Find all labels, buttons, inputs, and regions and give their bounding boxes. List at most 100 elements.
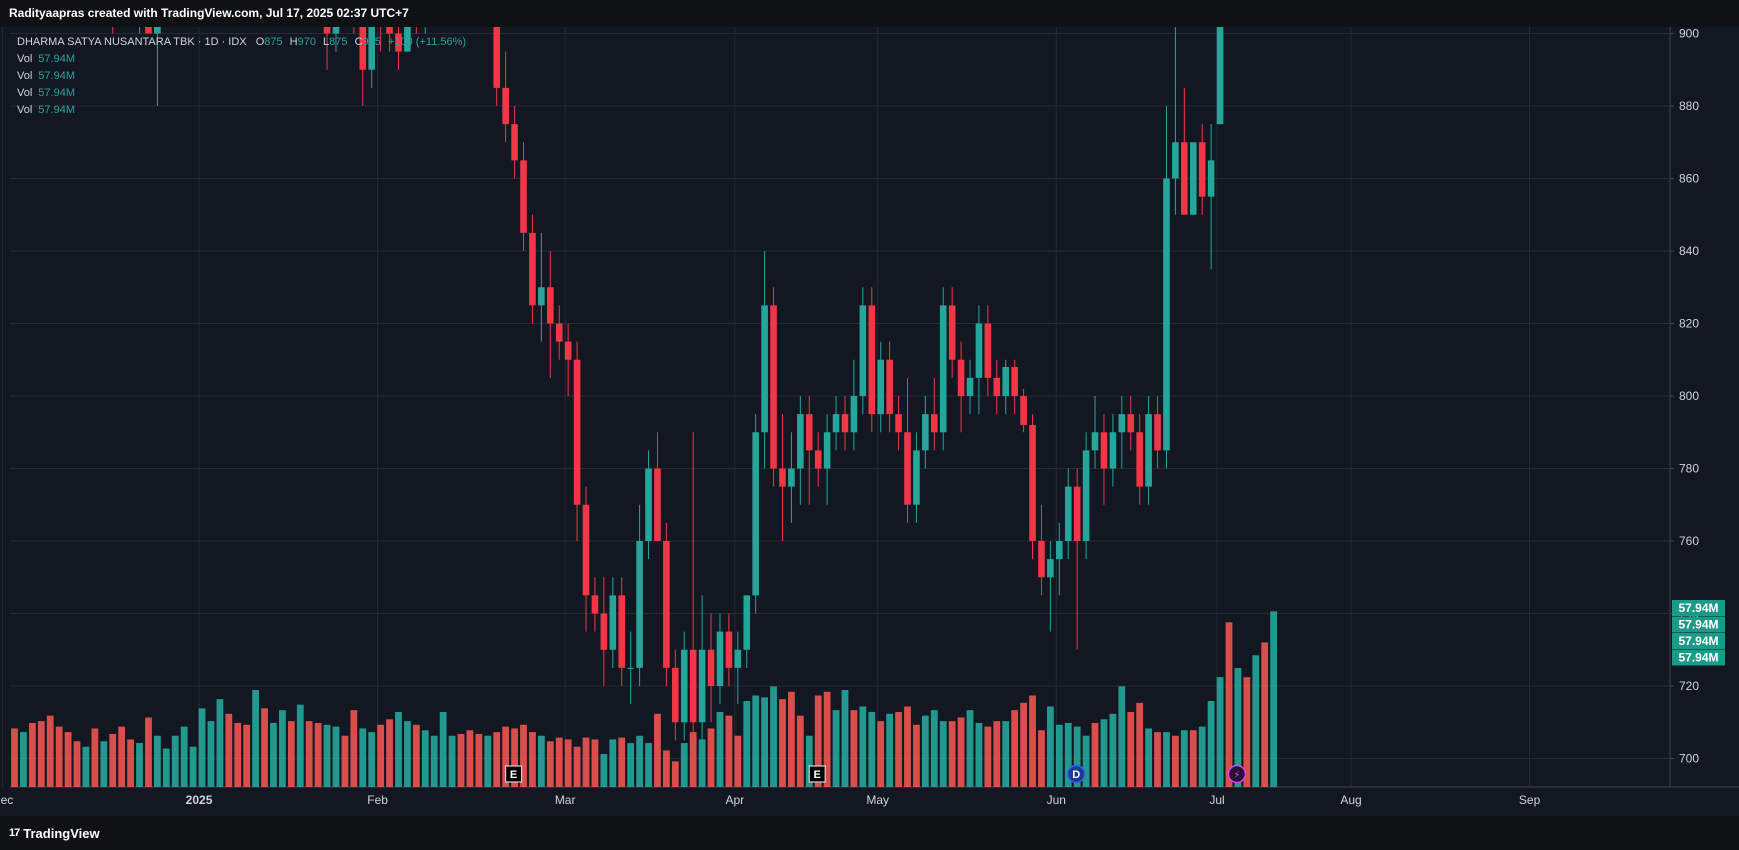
volume-bar (707, 728, 715, 787)
volume-bar (770, 686, 777, 787)
volume-bar (886, 713, 894, 787)
volume-bar (689, 732, 697, 787)
candle-body (770, 305, 777, 469)
candle-body (511, 124, 518, 161)
volume-bar (1118, 686, 1126, 787)
earnings-icon (504, 765, 523, 783)
dividend-icon (1066, 764, 1086, 784)
candle-body (930, 414, 938, 433)
volume-bar (805, 735, 813, 787)
volume-bar (921, 715, 929, 787)
volume-bar (368, 732, 376, 787)
volume-legend[interactable]: Vol 57.94M (17, 52, 75, 66)
volume-bar (600, 754, 608, 787)
volume-bar (1172, 735, 1179, 787)
time-axis[interactable]: Dec 2025 Feb Mar Apr May Jun Jul Aug Sep (0, 793, 1541, 807)
time-tick-label: 2025 (186, 793, 213, 807)
volume-bar (73, 741, 81, 787)
volume-bar (555, 737, 563, 787)
volume-bar (1225, 622, 1233, 787)
volume-legend[interactable]: Vol 57.94M (17, 69, 75, 83)
volume-bar (466, 730, 474, 787)
volume-bar (779, 699, 786, 787)
candle-body (1118, 414, 1126, 433)
candle-body (520, 160, 527, 233)
volume-legend[interactable]: Vol 57.94M (17, 86, 75, 100)
volume-bar (189, 746, 197, 787)
volume-bar (46, 715, 54, 787)
volume-bar (671, 761, 679, 787)
symbol-legend[interactable]: DHARMA SATYA NUSANTARA TBK · 1D · IDX O8… (17, 35, 466, 49)
event-markers[interactable]: E E D ⚡ (504, 764, 1247, 784)
candle-body (680, 649, 688, 723)
volume-legend[interactable]: Vol 57.94M (17, 103, 75, 117)
price-axis[interactable]: 7007207407607808008208408608809009209409… (1670, 0, 1725, 766)
candle-body (1136, 432, 1143, 487)
split-icon (1227, 764, 1247, 784)
volume-bar (234, 722, 242, 787)
candle-body (1064, 486, 1072, 541)
volume-bar (1198, 726, 1206, 787)
candle-body (663, 541, 670, 668)
volume-bar (609, 739, 617, 787)
volume-bar (823, 691, 831, 787)
candle-body (582, 504, 590, 596)
candle-body (957, 359, 965, 396)
volume-label: Vol (17, 53, 33, 65)
candle-body (752, 432, 759, 596)
time-tick-label: Jun (1047, 793, 1066, 807)
volume-tag-label: 57.94M (1678, 634, 1718, 648)
price-tick-label: 700 (1679, 752, 1699, 766)
candle-body (859, 305, 867, 396)
price-tick-label: 840 (1679, 244, 1699, 258)
volume-value: 57.94M (38, 53, 75, 65)
volume-bar (957, 717, 965, 787)
volume-label: Vol (17, 104, 33, 116)
volume-value: 57.94M (38, 70, 75, 82)
volume-bar (511, 728, 518, 787)
candle-body (966, 377, 974, 396)
volume-bar (850, 710, 858, 787)
volume-bar (752, 695, 760, 787)
time-tick-label: Feb (367, 793, 388, 807)
volume-bar (332, 726, 340, 787)
earnings-icon (808, 765, 826, 783)
volume-bar (788, 691, 795, 787)
volume-bar (421, 730, 429, 787)
volume-bar (28, 722, 36, 787)
volume-bar (296, 704, 304, 787)
volume-bar (118, 726, 126, 787)
volume-tag-label: 57.94M (1678, 601, 1718, 615)
volume-bar (1136, 702, 1144, 787)
candle-body (672, 667, 679, 723)
candle-body (359, 0, 367, 70)
candle-body (1189, 142, 1197, 215)
volume-bar (716, 711, 724, 787)
earnings-marker-label: E (510, 769, 517, 781)
volume-tag (1672, 600, 1725, 616)
volume-bar (1252, 655, 1260, 787)
volume-bar (1163, 732, 1170, 787)
candle-body (913, 450, 920, 505)
volume-label: Vol (17, 87, 33, 99)
volume-tag (1672, 616, 1725, 633)
volume-bar (573, 746, 581, 787)
price-tick-label: 900 (1679, 27, 1699, 41)
volume-bar (314, 722, 322, 787)
volume-bar (913, 724, 920, 787)
split-marker-label: ⚡ (1233, 770, 1240, 781)
volume-bar (359, 728, 367, 787)
volume-bar (939, 721, 947, 787)
candle-body (779, 468, 786, 487)
candle-body (1216, 0, 1224, 125)
volume-bar (966, 710, 974, 787)
symbol-name[interactable]: DHARMA SATYA NUSANTARA TBK · 1D · IDX (17, 36, 247, 48)
volume-bar (64, 732, 72, 787)
candle-body (904, 432, 911, 505)
time-tick-label: Aug (1340, 793, 1361, 807)
candle-body (1154, 414, 1161, 451)
volume-bar (984, 726, 992, 787)
volume-value: 57.94M (38, 104, 75, 116)
tradingview-logo[interactable]: 17 TradingView (9, 825, 100, 841)
